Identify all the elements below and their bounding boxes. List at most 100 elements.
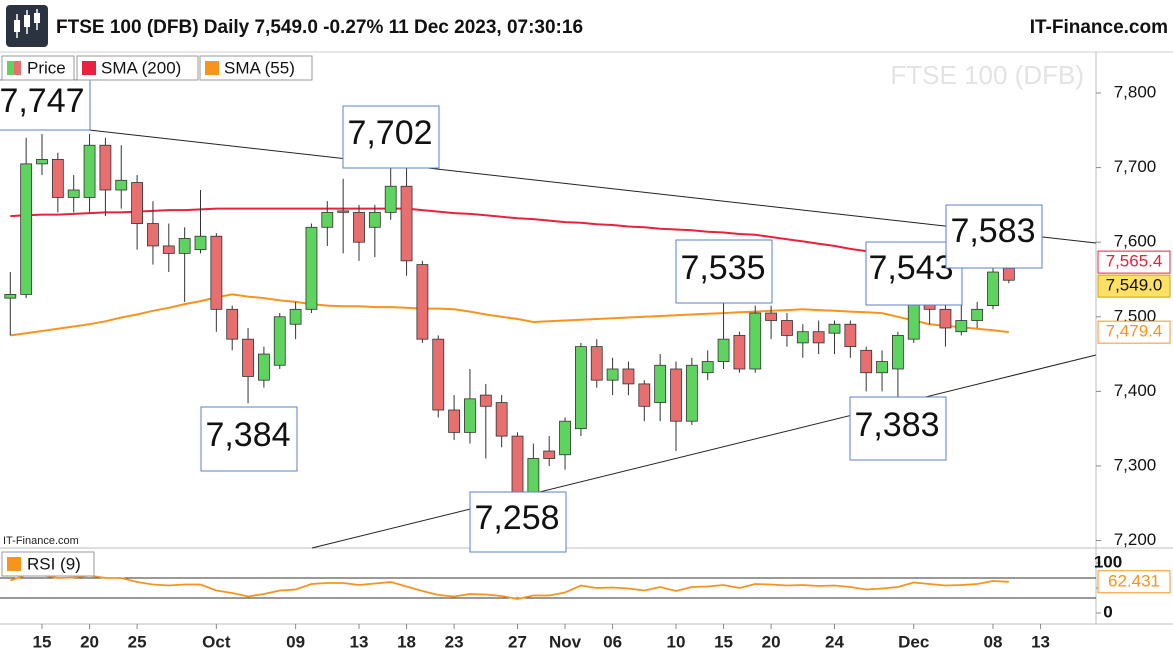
watermark: FTSE 100 (DFB) [890,60,1084,90]
candle-body [559,420,571,456]
x-tick-label: 09 [286,632,305,651]
rsi-line [10,574,1009,600]
candle-body [685,364,698,422]
annotation: 7,702 [347,114,432,152]
x-tick-label: 13 [1031,632,1050,651]
annotation-box [675,239,773,304]
candle-body [1002,267,1015,281]
y-tick-label: 7,400 [1114,381,1157,400]
x-tick-label: 15 [33,632,52,651]
candle-body [242,338,254,377]
legend-swatch [14,61,21,75]
candle-body [20,163,33,295]
legend-swatch [205,61,219,75]
x-tick-label: 08 [984,632,1003,651]
candle-body [353,211,365,243]
candle-body [83,144,96,198]
annotation: 7,258 [474,499,559,537]
chart-title: FTSE 100 (DFB) Daily 7,549.0 -0.27% 11 D… [56,17,583,38]
legend-swatch [7,61,14,75]
x-tick-label: 23 [445,632,464,651]
candle-body [765,312,777,321]
candle-body [448,409,461,433]
annotation: 7,383 [854,406,939,444]
candle-body [305,226,318,310]
candle-body [892,335,904,370]
legend-label: Price [27,58,66,77]
candle-body [194,235,207,251]
candle-body [812,331,825,344]
candle-body [4,294,17,299]
candle-body [638,383,651,407]
value-tag-box [1097,250,1171,274]
candle-body [464,398,476,433]
candle-body [987,271,999,306]
legend-box [76,55,199,81]
candle-body [479,394,492,407]
sma-line [10,293,1009,337]
candle-body [67,189,80,198]
candle-body [147,223,159,247]
candle-body [955,320,968,333]
candle-body [543,450,556,459]
x-tick-label: 27 [508,632,527,651]
trend-line [0,119,1097,244]
value-tag: 7,565.4 [1106,252,1163,271]
x-tick-label: Nov [549,632,582,651]
value-tag: 62.431 [1108,571,1160,590]
candle-body [606,368,619,381]
legend: Price SMA (200) SMA (55) RSI (9) [1,55,313,577]
candle-body [860,349,873,374]
candle-body [115,179,128,191]
legend-label: SMA (55) [224,58,295,77]
legend-swatch [7,557,21,571]
candle-body [511,435,524,497]
app-icon [6,5,48,47]
candle-body [178,238,191,254]
annotation-box [200,406,298,472]
annotation-box [342,105,440,169]
candle-body [654,364,667,403]
candle-body [337,210,350,213]
x-tick-label: 20 [762,632,781,651]
candle-body [717,338,730,362]
candle-body [432,338,445,411]
candle-body [749,312,762,370]
candle-body [273,316,286,366]
annotation: 7,543 [868,249,953,287]
candle-body [257,353,270,381]
x-tick-label: 06 [603,632,622,651]
brand: IT-Finance.com [1030,17,1168,38]
x-tick-label: 15 [714,632,733,651]
value-tag: 7,479.4 [1106,322,1163,341]
value-tag-box [1097,274,1171,298]
x-tick-label: 20 [80,632,99,651]
y-tick-label: 7,200 [1114,530,1157,549]
candle-body [876,361,888,374]
annotation: 7,747 [0,82,85,120]
annotation: 7,535 [680,249,765,287]
x-tick-label: 13 [350,632,369,651]
candle-body [733,335,746,370]
x-tick-label: 10 [667,632,686,651]
y-tick-label: 100 [1094,552,1122,571]
legend-label: SMA (200) [101,58,181,77]
candle-body [590,346,603,381]
sma-line [10,207,1009,269]
x-tick-label: 24 [825,632,844,651]
candle-body [971,308,984,321]
candle-body [368,211,381,228]
candle-body [575,346,587,430]
y-tick-label: 7,300 [1114,455,1157,474]
annotation: 7,384 [205,416,290,454]
value-tag-box [1097,570,1171,594]
candle-body [416,264,429,340]
trend-line [311,354,1097,549]
candle-body [939,308,952,329]
candle-body [781,320,793,336]
candle-body [289,308,302,325]
y-tick-label: 7,800 [1114,83,1157,102]
candle-body [495,402,508,437]
candle-body [321,211,334,228]
